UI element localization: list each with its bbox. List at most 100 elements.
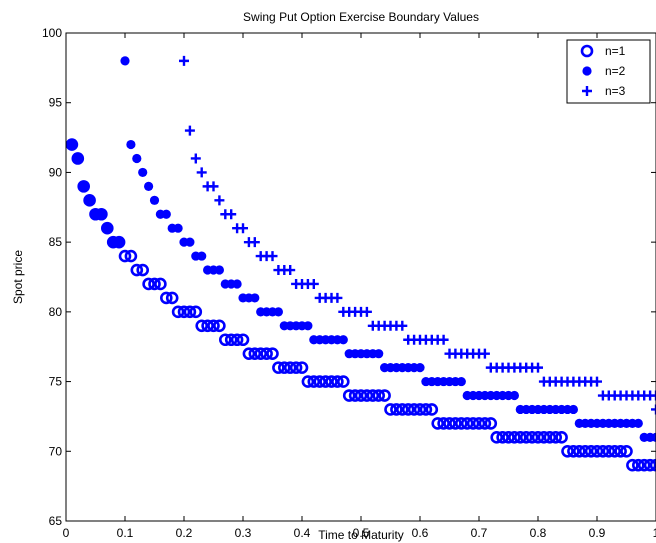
x-tick-label: 0.9 [589, 526, 606, 540]
y-tick-label: 65 [49, 514, 63, 528]
y-tick-label: 70 [49, 444, 63, 458]
data-point [596, 444, 610, 458]
data-point [513, 431, 527, 444]
data-point [360, 389, 374, 402]
data-point [531, 431, 545, 444]
x-tick-label: 0.4 [294, 526, 311, 540]
data-point [319, 375, 332, 388]
data-point [71, 152, 85, 165]
data-point [384, 403, 397, 416]
data-point [608, 444, 622, 458]
data-point [277, 361, 291, 374]
axis-ticks: 0 0.1 0.2 0.3 0.4 0.5 0.6 0.7 0.8 0.9 1 65 70 75 80 85 9… [42, 26, 656, 540]
data-point [248, 347, 262, 360]
data-point [77, 180, 90, 193]
legend-label: n=2 [605, 64, 626, 78]
data-point [419, 403, 433, 416]
data-point [102, 223, 112, 233]
data-point [273, 307, 283, 317]
data-point [592, 376, 602, 387]
data-point [266, 347, 279, 360]
data-point [431, 417, 445, 430]
data-point [124, 249, 138, 263]
data-point [295, 361, 309, 374]
data-point [254, 347, 268, 360]
data-point [201, 319, 214, 333]
data-point [267, 251, 278, 262]
data-point [454, 417, 468, 430]
legend-marker [582, 66, 592, 76]
y-tick-label: 95 [49, 96, 63, 110]
data-point [307, 375, 321, 388]
data-point [651, 432, 656, 442]
data-point [148, 277, 161, 291]
data-point [543, 431, 557, 444]
data-point [633, 418, 643, 428]
data-point [308, 278, 319, 289]
data-point [348, 389, 362, 402]
data-point [456, 376, 466, 387]
legend-marker [580, 44, 594, 58]
data-point [144, 181, 154, 191]
data-point [285, 265, 296, 276]
series-1 [65, 138, 656, 472]
data-point [496, 431, 509, 444]
data-point [83, 194, 96, 207]
legend-marker [582, 86, 592, 96]
data-point [85, 195, 95, 205]
data-point [366, 389, 380, 402]
y-tick-label: 80 [49, 305, 63, 319]
data-point [651, 390, 656, 401]
data-point [437, 417, 450, 430]
y-axis-label: Spot price [11, 250, 25, 304]
data-point [614, 444, 627, 458]
data-point [249, 237, 260, 248]
data-point [207, 319, 220, 333]
data-point [533, 362, 543, 373]
data-point [185, 237, 195, 247]
x-tick-label: 0.3 [235, 526, 252, 540]
data-point [331, 375, 344, 388]
data-point [568, 404, 579, 415]
data-point [378, 389, 391, 402]
chart-title: Swing Put Option Exercise Boundary Value… [243, 10, 479, 24]
data-point [232, 279, 242, 289]
data-point [96, 209, 106, 219]
data-point [555, 431, 568, 444]
data-point [160, 291, 173, 305]
data-point [67, 139, 77, 150]
data-point [171, 305, 185, 319]
data-point [549, 431, 563, 444]
x-tick-label: 0.1 [117, 526, 134, 540]
data-point [449, 417, 462, 430]
data-point [649, 458, 656, 472]
data-point [161, 209, 171, 219]
data-point [620, 444, 633, 458]
data-point [401, 403, 415, 416]
data-point [484, 417, 498, 430]
data-point [272, 361, 285, 374]
data-point [590, 444, 604, 458]
x-axis-label: Time to Maturity [318, 528, 404, 542]
x-tick-label: 1 [653, 526, 656, 540]
data-point [173, 223, 183, 233]
data-point [332, 292, 343, 303]
data-point [508, 431, 521, 444]
data-point [208, 181, 219, 192]
data-point [374, 349, 384, 359]
data-point [361, 306, 372, 317]
data-point [130, 263, 144, 277]
data-point [443, 417, 456, 430]
data-point [195, 319, 208, 333]
data-point [336, 375, 350, 388]
data-point [637, 458, 651, 472]
data-point [189, 305, 203, 319]
data-point [65, 138, 79, 151]
data-point [502, 431, 515, 444]
x-tick-label: 0 [63, 526, 70, 540]
data-point [472, 417, 486, 430]
data-point [214, 265, 224, 275]
data-point [230, 333, 244, 347]
data-point [226, 209, 237, 220]
